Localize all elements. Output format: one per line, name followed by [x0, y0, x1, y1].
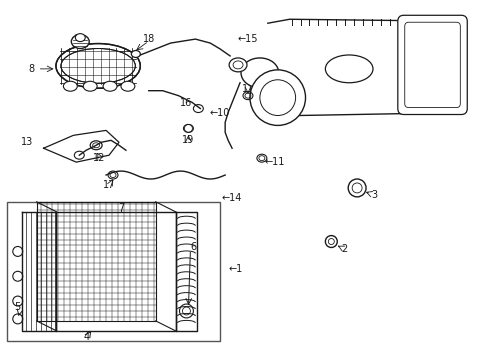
Text: ←10: ←10 [209, 108, 230, 117]
Polygon shape [267, 19, 466, 116]
Ellipse shape [121, 81, 135, 91]
FancyBboxPatch shape [397, 15, 467, 114]
Text: 17: 17 [102, 180, 115, 190]
Ellipse shape [241, 58, 278, 88]
Ellipse shape [233, 61, 243, 69]
Text: 3: 3 [370, 190, 376, 200]
Text: 5: 5 [15, 302, 21, 312]
Circle shape [249, 70, 305, 125]
Text: 6: 6 [190, 243, 196, 252]
Ellipse shape [229, 58, 246, 72]
Ellipse shape [71, 35, 89, 49]
Circle shape [259, 80, 295, 116]
Text: 12: 12 [93, 153, 105, 163]
Text: ←15: ←15 [237, 34, 258, 44]
Text: 4: 4 [83, 332, 89, 342]
Ellipse shape [103, 81, 117, 91]
Ellipse shape [325, 55, 372, 83]
Text: 13: 13 [20, 137, 33, 147]
Text: 11: 11 [242, 84, 254, 94]
Text: 2: 2 [341, 244, 346, 255]
Text: ←11: ←11 [264, 157, 285, 167]
Text: 9: 9 [73, 34, 79, 44]
Bar [7, 202, 220, 341]
Text: 16: 16 [180, 98, 192, 108]
Ellipse shape [56, 44, 140, 88]
FancyBboxPatch shape [404, 22, 459, 108]
Text: 8: 8 [28, 64, 35, 74]
Ellipse shape [63, 81, 77, 91]
Text: 19: 19 [182, 135, 194, 145]
Ellipse shape [61, 49, 135, 83]
Ellipse shape [131, 50, 140, 58]
Text: ←1: ←1 [228, 264, 242, 274]
Text: ←14: ←14 [222, 193, 242, 203]
Text: 7: 7 [118, 203, 124, 213]
Ellipse shape [83, 81, 97, 91]
Ellipse shape [75, 33, 85, 41]
Text: 18: 18 [142, 34, 155, 44]
